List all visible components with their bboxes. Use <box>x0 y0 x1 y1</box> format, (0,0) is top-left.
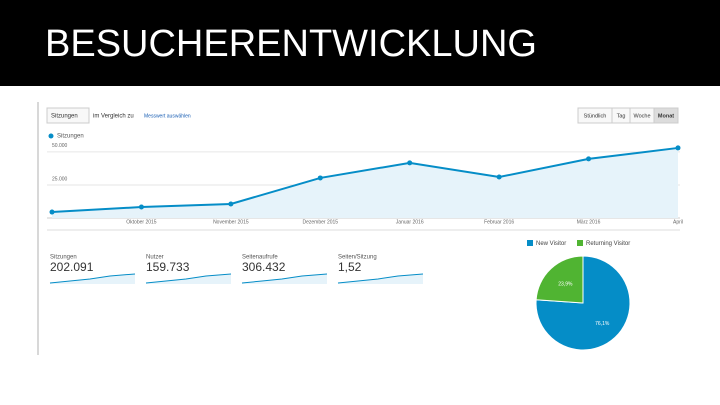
title-band <box>0 0 720 86</box>
period-button-label: Monat <box>658 113 674 119</box>
legend-label: New Visitor <box>536 241 566 247</box>
series-point <box>586 156 592 162</box>
legend-label: Sitzungen <box>57 134 84 140</box>
metric-label: Nutzer <box>146 255 164 261</box>
metric-sparkline-line <box>49 273 136 284</box>
pie-label: 76,1% <box>595 321 610 327</box>
metric-dropdown[interactable] <box>46 107 90 124</box>
metric-sparkline-line <box>241 273 328 284</box>
pie-slice <box>535 255 584 304</box>
metric-sparkline-line <box>337 273 424 284</box>
metric-label: Seitenaufrufe <box>242 255 278 261</box>
metric-dropdown-label: Sitzungen <box>51 114 78 120</box>
select-link[interactable]: Messwert auswählen <box>144 113 191 119</box>
x-tick-label: Oktober 2015 <box>126 219 157 225</box>
period-button-label: Tag <box>617 113 626 119</box>
series-point <box>49 209 55 215</box>
period-button-label: Stündlich <box>584 113 607 119</box>
metric-value: 202.091 <box>50 260 94 274</box>
x-tick-label: Januar 2016 <box>396 219 424 225</box>
legend-swatch <box>527 240 533 246</box>
y-tick-label: 50.000 <box>52 143 68 149</box>
series-line <box>51 146 679 214</box>
metric-value: 306.432 <box>242 260 286 274</box>
x-tick-label: April <box>673 219 683 225</box>
series-point <box>138 204 144 210</box>
period-button[interactable] <box>653 107 679 124</box>
metric-label: Seiten/Sitzung <box>338 255 377 261</box>
x-tick-label: November 2015 <box>213 219 249 225</box>
legend-marker <box>48 133 54 139</box>
x-tick-label: März 2016 <box>577 219 601 225</box>
compare-label: im Vergleich zu <box>93 114 134 120</box>
slide-title: BESUCHERENTWICKLUNG <box>45 23 537 65</box>
metric-label: Sitzungen <box>50 255 77 261</box>
pie-label: 23,9% <box>558 281 573 287</box>
legend-swatch <box>577 240 583 246</box>
x-tick-label: Dezember 2015 <box>302 219 338 225</box>
series-point <box>317 175 323 181</box>
metric-value: 159.733 <box>146 260 190 274</box>
series-point <box>675 145 681 151</box>
x-tick-label: Februar 2016 <box>484 219 514 225</box>
series-point <box>496 174 502 180</box>
metric-sparkline-line <box>145 273 232 284</box>
series-area <box>52 147 678 218</box>
period-button-label: Woche <box>633 113 650 119</box>
legend-label: Returning Visitor <box>586 241 630 247</box>
series-point <box>228 201 234 207</box>
series-point <box>407 160 413 166</box>
y-tick-label: 25.000 <box>52 176 68 182</box>
metric-value: 1,52 <box>338 260 362 274</box>
